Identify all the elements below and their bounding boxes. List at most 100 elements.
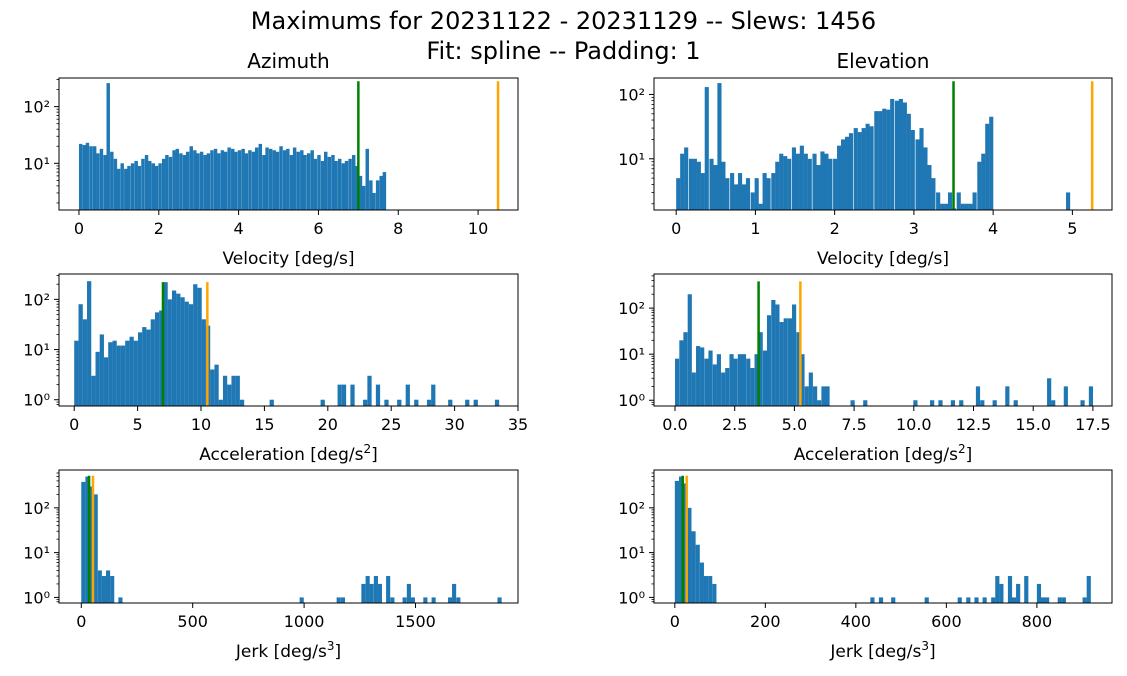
x-tick-label: 8 xyxy=(393,219,403,238)
y-tick-label: 10¹ xyxy=(23,341,50,360)
histogram-bar xyxy=(721,161,726,210)
histogram-bar xyxy=(99,148,104,210)
histogram-bar xyxy=(1063,386,1068,406)
histogram-bar xyxy=(336,597,341,603)
histogram-bar xyxy=(783,156,788,210)
histogram-bar xyxy=(423,597,428,603)
histogram-bar xyxy=(750,192,755,210)
histogram-bar xyxy=(676,178,681,210)
histogram-bar xyxy=(869,126,874,210)
histogram-bar xyxy=(82,319,87,406)
histogram-bar xyxy=(494,399,500,406)
histogram-bar xyxy=(81,481,86,603)
histogram-bar xyxy=(167,299,172,406)
histogram-bar xyxy=(692,158,697,210)
x-tick-label: 15 xyxy=(254,415,274,434)
histogram-bar xyxy=(361,583,366,603)
histogram-bar xyxy=(210,369,215,406)
histogram-bar xyxy=(927,165,932,210)
histogram-bar xyxy=(241,148,245,210)
y-tick-label: 10¹ xyxy=(618,544,645,563)
histogram-bar xyxy=(275,151,280,210)
histogram-bar xyxy=(924,597,929,603)
histogram-bar xyxy=(968,203,973,210)
histogram-bar xyxy=(758,332,763,406)
histogram-bar xyxy=(787,318,793,406)
y-tick-label: 10² xyxy=(23,499,50,518)
histogram-bar xyxy=(936,192,941,210)
histogram-bar xyxy=(239,399,245,406)
histogram-bar xyxy=(762,350,768,406)
histogram-bar xyxy=(367,375,372,406)
histogram-bar xyxy=(981,153,986,210)
histogram-bar xyxy=(844,136,850,210)
x-axis-label: Jerk [deg/s3] xyxy=(235,639,341,662)
histogram-bar xyxy=(696,161,701,210)
histogram-bar xyxy=(1088,386,1094,406)
histogram-bar xyxy=(361,185,366,210)
histogram-bar xyxy=(913,400,918,406)
x-tick-label: 10 xyxy=(191,415,211,434)
histogram-bar xyxy=(992,400,997,406)
x-tick-label: 400 xyxy=(841,612,872,631)
x-tick-label: 3 xyxy=(909,219,919,238)
histogram-bar xyxy=(734,184,739,210)
histogram-bar xyxy=(716,354,721,406)
histogram-bar xyxy=(1040,597,1046,603)
x-tick-label: 2 xyxy=(830,219,840,238)
histogram-bar xyxy=(172,150,176,210)
histogram-bar xyxy=(950,400,955,406)
histogram-bar xyxy=(344,160,349,210)
x-axis-label: Jerk [deg/s3] xyxy=(829,639,935,662)
x-tick-label: 0 xyxy=(76,612,86,631)
histogram-bar xyxy=(168,156,173,210)
histogram-bar xyxy=(848,133,854,210)
histogram-bar xyxy=(217,153,221,210)
histogram-bar xyxy=(193,284,198,406)
histogram-bar xyxy=(101,576,107,603)
histogram-bar xyxy=(286,148,290,210)
histogram-bar xyxy=(870,597,875,603)
histogram-bar xyxy=(824,153,829,210)
histogram-bar xyxy=(341,384,347,406)
histogram-bar xyxy=(754,354,759,406)
histogram-bar xyxy=(1007,576,1013,603)
histogram-bar xyxy=(1061,597,1066,603)
histogram-bar xyxy=(87,281,92,406)
histogram-bar xyxy=(269,399,274,406)
histogram-bar xyxy=(193,150,197,210)
histogram-bar xyxy=(306,153,311,210)
histogram-bar xyxy=(185,151,190,210)
histogram-bar xyxy=(700,347,705,406)
histogram-bar xyxy=(712,583,717,603)
histogram-bar xyxy=(327,156,332,210)
histogram-bar xyxy=(223,151,228,210)
panel-az_vel: 10¹ 10² 0 2 4 6 8 10 Velocity [deg/s] Azimuth xyxy=(23,49,519,269)
histogram-bar xyxy=(704,87,709,210)
histogram-bar xyxy=(828,158,833,210)
histogram-bar xyxy=(940,203,945,210)
x-tick-label: 15.0 xyxy=(1015,415,1051,434)
histogram-bar xyxy=(448,597,453,603)
histogram-bar xyxy=(923,147,928,210)
x-axis-label: Acceleration [deg/s2] xyxy=(794,442,973,465)
histogram-bar xyxy=(110,576,115,603)
histogram-bar xyxy=(473,399,478,406)
x-axis-label: Velocity [deg/s] xyxy=(817,249,949,269)
histogram-bar xyxy=(231,375,236,406)
histogram-bar xyxy=(865,123,870,210)
histogram-bar xyxy=(853,128,858,210)
histogram-bar xyxy=(124,168,128,210)
histogram-bar xyxy=(795,153,800,210)
axes-frame xyxy=(58,273,519,407)
histogram-bar xyxy=(816,165,821,210)
histogram-bar xyxy=(766,315,772,406)
histogram-bar xyxy=(746,358,751,406)
histogram-bar xyxy=(857,132,862,210)
histogram-bar xyxy=(78,143,83,210)
histogram-bar xyxy=(1057,597,1062,603)
histogram-bar xyxy=(745,178,751,210)
histogram-bar xyxy=(265,147,269,210)
histogram-bar xyxy=(406,583,411,603)
histogram-bar xyxy=(125,340,130,406)
